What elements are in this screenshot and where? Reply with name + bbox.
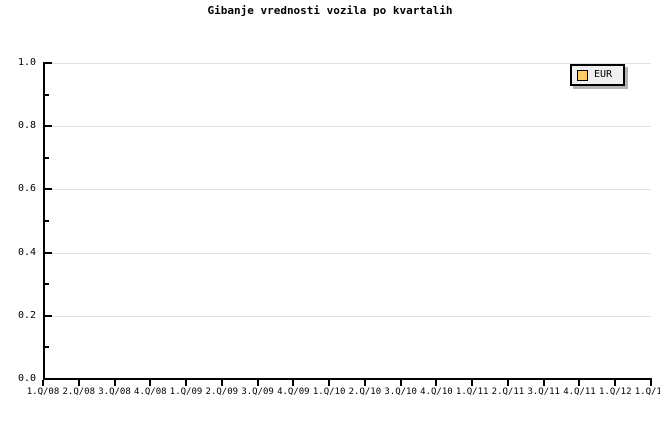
gridline [43,63,651,64]
x-axis-label: 3.Q/11 [527,387,560,397]
legend-swatch-icon [577,69,588,81]
chart-legend[interactable]: EUR [570,64,625,86]
y-axis-tick [45,251,52,254]
y-axis-label: 0.2 [17,309,36,321]
y-axis-tick [45,378,52,380]
plot-area [43,63,651,379]
x-axis-label: 2.Q/08 [62,387,96,397]
y-axis-label: 0.6 [17,183,36,195]
y-axis-label: 0.4 [17,246,36,258]
x-axis-tick [578,380,581,386]
y-axis-line [43,62,45,380]
x-axis-label: 2.Q/10 [348,387,382,397]
x-axis-tick [650,380,652,386]
x-axis-tick [77,380,80,386]
x-axis-label: 1.Q/11 [455,387,489,397]
y-axis-minor-tick [45,283,49,286]
x-axis-label: 4.Q/09 [277,387,310,397]
y-axis-minor-tick [45,156,49,159]
x-axis-label: 3.Q/10 [384,387,417,397]
x-axis-tick [471,380,474,386]
y-axis-tick [45,62,52,64]
y-axis-minor-tick [45,220,49,222]
x-axis-tick [220,380,223,386]
x-axis-label: 3.Q/08 [98,387,131,397]
x-axis-label: 3.Q/09 [241,387,274,397]
x-axis-label: 2.Q/09 [205,387,239,397]
x-axis-label: 1.Q/09 [169,387,203,397]
x-axis-tick [292,380,295,386]
gridline [43,252,651,254]
y-axis-minor-tick [45,346,49,349]
x-axis-label: 1.Q/10 [312,387,346,397]
x-axis-tick [149,380,152,386]
x-axis-tick [435,380,438,386]
x-axis-tick [363,380,366,386]
x-axis-tick [113,380,116,386]
x-axis-tick [42,380,44,386]
x-axis-line [43,378,652,380]
x-axis-tick [328,380,331,386]
gridline [43,126,651,128]
x-axis-tick [506,380,509,386]
y-axis-label: 0.0 [17,373,36,384]
x-axis-tick [185,380,188,386]
x-axis-tick [542,380,545,386]
x-axis-label: 1.Q/08 [26,387,60,397]
y-axis-tick [45,314,52,317]
gridline [43,315,651,317]
x-axis-tick [614,380,617,386]
x-axis-label: 4.Q/11 [563,387,596,397]
x-axis-label: 1.Q/12 [598,387,632,397]
gridline [43,189,651,191]
x-axis-label: 4.Q/10 [420,387,453,397]
x-axis-label: 4.Q/08 [134,387,167,397]
x-axis-tick [256,380,259,386]
legend-label: EUR [594,69,613,80]
y-axis-tick [45,125,52,128]
chart-title: Gibanje vrednosti vozila po kvartalih [207,4,453,17]
y-axis-tick [45,188,52,191]
legend-entry-eur[interactable]: EUR [572,66,623,84]
y-axis-minor-tick [45,93,49,96]
x-axis-label: 1.Q/12 [634,387,660,397]
y-axis-label: 0.8 [17,120,36,132]
x-axis-tick [399,380,402,386]
y-axis-label: 1.0 [17,57,36,68]
x-axis-label: 2.Q/11 [491,387,525,397]
